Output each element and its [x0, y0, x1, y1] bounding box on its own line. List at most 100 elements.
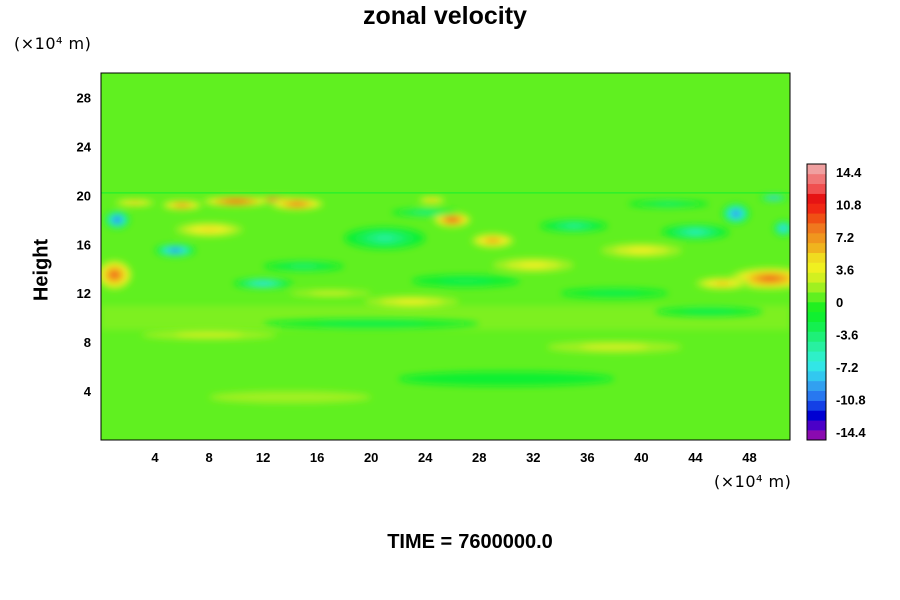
contour-region [200, 227, 218, 232]
y-axis-unit: (×10⁴ m) [14, 34, 92, 53]
colorbar-tick-label: 14.4 [836, 165, 862, 180]
contour-region [290, 264, 318, 268]
contour-region [398, 371, 615, 387]
x-axis: 4 8 12 16 20 24 28 32 36 40 44 48 [151, 450, 756, 465]
contour-region [438, 277, 493, 285]
colorbar-swatch [807, 311, 826, 323]
colorbar-tick-label: 7.2 [836, 230, 854, 245]
contour-region [764, 277, 775, 280]
colorbar-swatch [807, 282, 826, 293]
x-tick-label: 4 [151, 450, 159, 465]
contour-region [734, 212, 738, 215]
colorbar-swatch [807, 341, 826, 352]
contour-region [688, 230, 703, 234]
colorbar-swatch [807, 292, 826, 303]
y-tick-label: 16 [77, 237, 91, 252]
colorbar-swatch [807, 410, 826, 421]
time-value: 7600000.0 [458, 531, 553, 553]
colorbar-swatch [807, 173, 826, 185]
chart-title: zonal velocity [363, 2, 527, 30]
colorbar-ticks: 14.4 10.8 7.2 3.6 0 -3.6 -7.2 -10.8 -14.4 [836, 165, 866, 440]
contour-region [112, 273, 117, 277]
y-tick-label: 8 [84, 335, 91, 350]
colorbar-swatch [807, 183, 826, 194]
contour-region [519, 262, 547, 268]
contour-region [258, 282, 268, 285]
field-background [101, 73, 790, 440]
x-axis-unit: (×10⁴ m) [714, 472, 792, 491]
y-tick-label: 20 [77, 188, 91, 203]
contour-region [209, 391, 372, 404]
time-label: TIME = [387, 531, 453, 553]
colorbar-swatch [807, 223, 826, 234]
x-tick-label: 24 [418, 450, 433, 465]
contour-region [772, 197, 776, 199]
colorbar-tick-label: -3.6 [836, 327, 858, 342]
x-tick-label: 28 [472, 450, 486, 465]
y-tick-label: 28 [77, 90, 91, 105]
contour-region [654, 202, 682, 206]
contour-region [173, 249, 178, 251]
contour-region [179, 204, 185, 206]
contour-region [627, 247, 655, 253]
colorbar-swatch [807, 331, 826, 342]
x-tick-label: 32 [526, 450, 540, 465]
colorbar-swatch [807, 262, 826, 273]
contour-region [293, 203, 301, 205]
colorbar-swatch [807, 380, 826, 392]
colorbar-swatch [807, 252, 826, 263]
colorbar-swatch [807, 203, 826, 214]
contour-region [310, 291, 351, 296]
y-tick-label: 4 [84, 384, 92, 399]
colorbar-swatch [807, 233, 826, 244]
colorbar-swatch [807, 351, 826, 362]
colorbar-tick-label: -7.2 [836, 360, 858, 375]
colorbar-swatch [807, 193, 826, 204]
colorbar-swatch [807, 213, 826, 224]
contour-region [565, 224, 583, 228]
colorbar-swatch [807, 302, 826, 313]
contour-region [395, 299, 428, 304]
colorbar-swatch [807, 164, 826, 175]
y-tick-label: 24 [77, 139, 92, 154]
colorbar-tick-label: -14.4 [836, 425, 866, 440]
colorbar-swatch [807, 420, 826, 431]
colorbar-swatch [807, 242, 826, 254]
contour-region [416, 211, 434, 214]
contour-region [782, 227, 785, 230]
contour-region [681, 309, 736, 314]
colorbar-tick-label: 0 [836, 295, 843, 310]
contour-region [587, 290, 642, 296]
colorbar-tick-label: -10.8 [836, 392, 866, 407]
x-tick-label: 12 [256, 450, 270, 465]
colorbar [806, 163, 827, 441]
colorbar-frame [806, 163, 827, 441]
contour-region [116, 219, 119, 221]
colorbar-swatch [807, 371, 826, 382]
field-blobs [101, 194, 790, 404]
contour-region [717, 282, 728, 285]
time-readout: TIME = 7600000.0 [0, 531, 900, 554]
contour-region [429, 199, 435, 201]
contour-region [374, 235, 395, 241]
colorbar-swatch [807, 321, 826, 332]
colorbar-swatch [807, 272, 826, 283]
y-tick-label: 12 [77, 286, 91, 301]
x-tick-label: 16 [310, 450, 324, 465]
x-tick-label: 36 [580, 450, 594, 465]
contour-region [130, 201, 139, 204]
colorbar-tick-label: 10.8 [836, 198, 861, 213]
y-axis: 4 8 12 16 20 24 28 [77, 90, 92, 399]
x-tick-label: 20 [364, 450, 378, 465]
colorbar-swatch [807, 361, 826, 372]
contour-region [489, 239, 497, 242]
colorbar-swatch [807, 430, 826, 441]
x-tick-label: 8 [205, 450, 212, 465]
x-tick-label: 48 [742, 450, 756, 465]
colorbar-swatch [807, 390, 826, 401]
contour-region [232, 200, 240, 202]
plot-area [101, 73, 790, 440]
colorbar-swatch [807, 400, 826, 411]
contour-region [317, 321, 426, 327]
contour-region [175, 332, 243, 338]
